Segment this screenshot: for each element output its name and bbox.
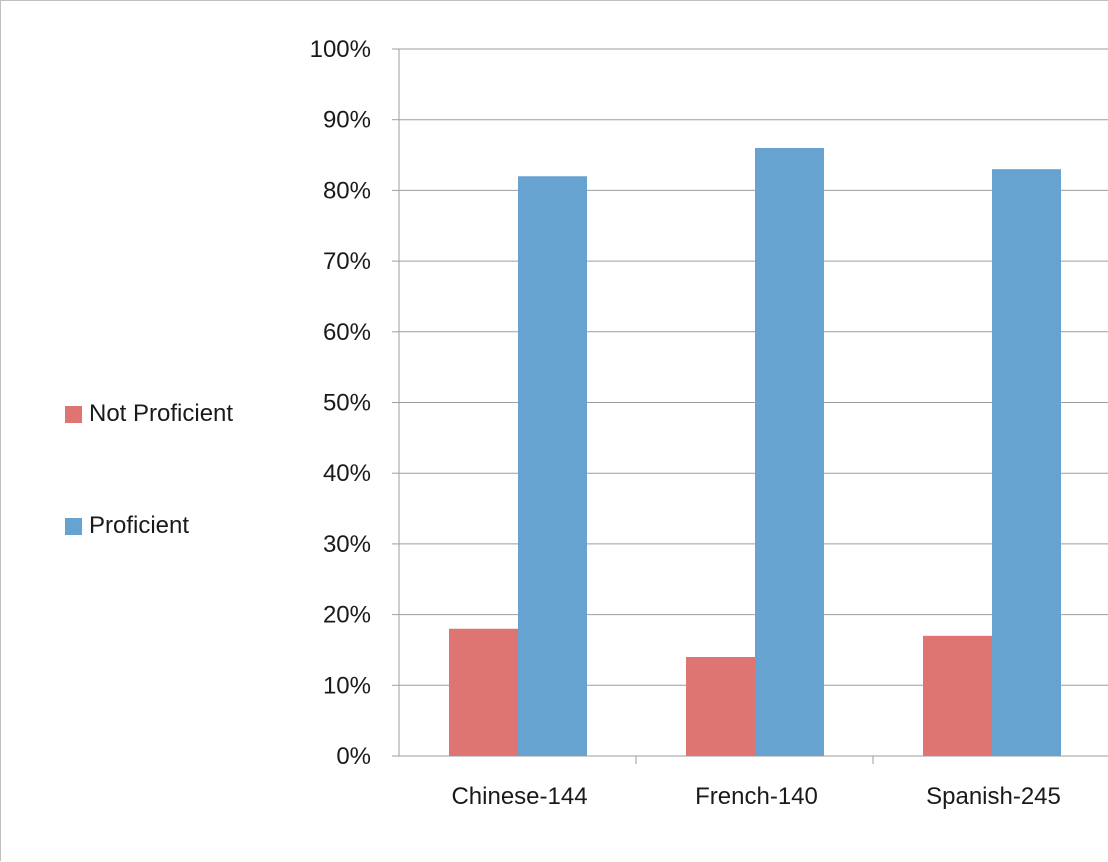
legend-label-not-proficient: Not Proficient [89, 400, 234, 427]
y-tick-label: 80% [323, 177, 371, 204]
bar-not-proficient-chinese-144 [449, 628, 518, 756]
bar-proficient-chinese-144 [518, 176, 587, 756]
bar-proficient-spanish-245 [992, 169, 1061, 756]
legend-label-proficient: Proficient [89, 512, 190, 539]
x-tick-label: Chinese-144 [451, 783, 587, 810]
legend-swatch-not-proficient [65, 405, 82, 423]
legend: Not Proficient Proficient [65, 397, 233, 621]
bar-not-proficient-spanish-245 [923, 635, 992, 756]
legend-item-not-proficient: Not Proficient [65, 397, 233, 431]
x-tick-label: Spanish-245 [926, 783, 1061, 810]
bar-proficient-french-140 [755, 147, 824, 757]
y-tick-label: 40% [323, 460, 371, 487]
y-tick-label: 0% [336, 743, 371, 770]
legend-item-proficient: Proficient [65, 509, 233, 543]
bar-not-proficient-french-140 [686, 657, 755, 756]
y-tick-label: 70% [323, 248, 371, 275]
y-tick-label: 50% [323, 390, 371, 417]
y-tick-label: 60% [323, 319, 371, 346]
y-tick-label: 20% [323, 602, 371, 629]
x-tick-label: French-140 [695, 783, 818, 810]
y-tick-label: 100% [310, 36, 371, 63]
y-tick-label: 30% [323, 531, 371, 558]
legend-swatch-proficient [65, 517, 82, 535]
y-tick-label: 90% [323, 107, 371, 134]
y-tick-label: 10% [323, 672, 371, 699]
